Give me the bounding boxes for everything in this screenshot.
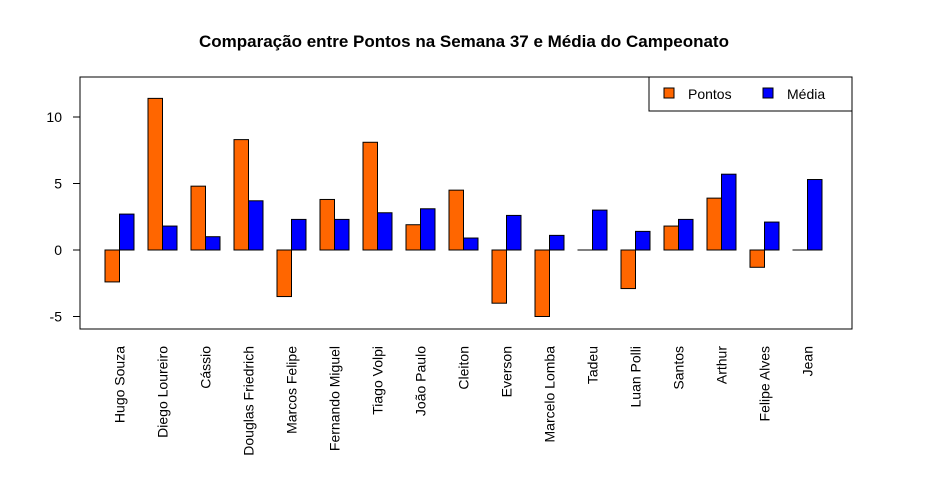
x-tick-label: Santos [671, 346, 687, 390]
bar-m-dia-9 [506, 214, 522, 251]
x-tick-label: Cleiton [456, 346, 472, 390]
legend: Pontos Média [648, 76, 853, 112]
legend-swatch [663, 87, 675, 99]
bar-pontos-8 [448, 189, 464, 251]
x-tick-label: Hugo Souza [112, 346, 128, 423]
x-tick-label: Arthur [714, 346, 730, 384]
bar-m-dia-8 [463, 237, 479, 251]
bar-m-dia-16 [807, 179, 823, 251]
x-tick-label: Marcos Felipe [284, 346, 300, 434]
x-tick-label: Everson [499, 346, 515, 397]
x-tick-label: Tadeu [585, 346, 601, 384]
bar-pontos-1 [147, 97, 163, 251]
x-tick-label: Tiago Volpi [370, 346, 386, 415]
legend-swatch [762, 87, 774, 99]
bar-m-dia-5 [334, 218, 350, 251]
x-tick-label: Douglas Friedrich [241, 346, 257, 456]
bar-pontos-13 [663, 225, 679, 251]
x-axis-labels: Hugo Souza Diego Loureiro Cássio Douglas Fr… [112, 346, 816, 456]
bar-m-dia-14 [721, 173, 737, 251]
bar-m-dia-4 [291, 218, 307, 251]
bar-pontos-10 [534, 249, 550, 317]
bar-m-dia-2 [205, 236, 221, 251]
bar-m-dia-11 [592, 209, 608, 251]
legend-label: Média [787, 86, 825, 102]
bar-m-dia-10 [549, 234, 565, 251]
bar-m-dia-0 [119, 213, 135, 251]
x-tick-label: Jean [800, 346, 816, 376]
bar-m-dia-12 [635, 230, 651, 251]
legend-label: Pontos [688, 86, 732, 102]
bar-m-dia-13 [678, 218, 694, 251]
bar-pontos-12 [620, 249, 636, 290]
x-tick-label: Luan Polli [628, 346, 644, 408]
bar-pontos-7 [405, 224, 421, 251]
bar-m-dia-3 [248, 200, 264, 251]
bar-pontos-4 [276, 249, 292, 298]
y-tick-label: 10 [46, 109, 62, 125]
bar-pontos-0 [104, 249, 120, 283]
chart-title: Comparação entre Pontos na Semana 37 e M… [199, 32, 729, 51]
x-tick-label: Fernando Miguel [327, 346, 343, 451]
y-tick-label: -5 [50, 309, 63, 325]
legend-box [648, 76, 853, 112]
x-tick-label: Diego Loureiro [155, 346, 171, 438]
x-tick-label: Felipe Alves [757, 346, 773, 421]
bars [104, 97, 823, 317]
bar-pontos-6 [362, 141, 378, 251]
bar-pontos-15 [749, 249, 765, 268]
bar-m-dia-7 [420, 208, 436, 251]
bar-m-dia-15 [764, 221, 780, 251]
bar-pontos-2 [190, 185, 206, 251]
x-tick-label: Cássio [198, 346, 214, 389]
bar-pontos-14 [706, 197, 722, 251]
bar-pontos-9 [491, 249, 507, 304]
bar-m-dia-6 [377, 212, 393, 251]
bar-pontos-3 [233, 139, 249, 251]
y-tick-label: 5 [54, 176, 62, 192]
x-tick-label: Marcelo Lomba [542, 346, 558, 443]
x-tick-label: João Paulo [413, 346, 429, 416]
y-axis: -5 0 5 10 [46, 109, 81, 325]
y-tick-label: 0 [54, 242, 62, 258]
bar-m-dia-1 [162, 225, 178, 251]
bar-pontos-5 [319, 198, 335, 251]
